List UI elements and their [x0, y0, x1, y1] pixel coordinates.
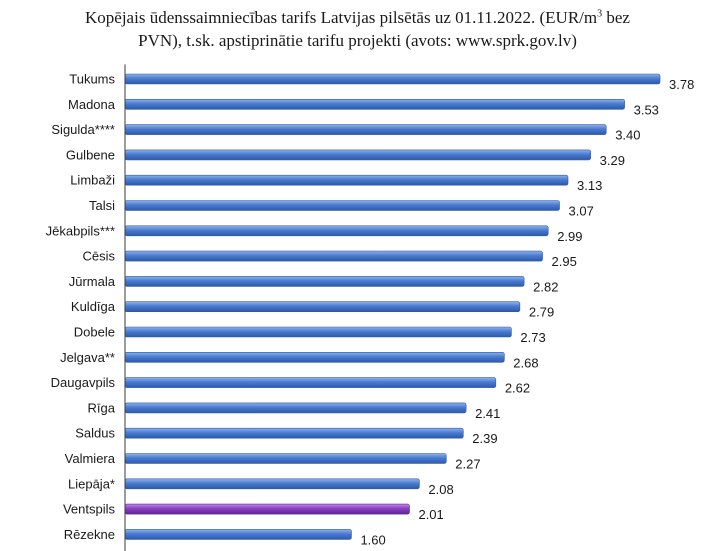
category-label-liep-ja: Liepāja* — [68, 476, 115, 491]
chart-title-line-2: PVN), t.sk. apstiprinātie tarifu projekt… — [138, 31, 577, 50]
category-label-saldus: Saldus — [75, 426, 115, 441]
value-label-saldus: 2.39 — [472, 431, 497, 446]
bar-ventspils — [124, 503, 410, 515]
value-label-ventspils: 2.01 — [418, 507, 443, 522]
value-label-r-zekne: 1.60 — [360, 532, 385, 547]
bar-r-ga — [124, 402, 467, 414]
bar-talsi — [124, 200, 560, 211]
category-label-r-ga: Rīga — [88, 400, 116, 415]
bar-valmiera — [124, 453, 447, 464]
value-label-dobele: 2.73 — [520, 330, 545, 345]
bar-c-sis — [124, 250, 543, 262]
chart-title-text-end: bez — [602, 8, 630, 27]
value-label-j-rmala: 2.82 — [533, 279, 558, 294]
bar-sigulda — [124, 124, 607, 135]
category-label-daugavpils: Daugavpils — [51, 375, 116, 390]
value-label-talsi: 3.07 — [569, 204, 594, 219]
category-label-jelgava: Jelgava** — [60, 350, 115, 365]
bar-madona — [124, 99, 625, 110]
bar-j-kabpils — [124, 225, 549, 237]
category-label-ventspils: Ventspils — [63, 502, 116, 517]
bar-daugavpils — [124, 377, 497, 388]
category-label-r-zekne: Rēzekne — [64, 527, 115, 542]
value-label-daugavpils: 2.62 — [505, 381, 530, 396]
category-label-tukums: Tukums — [69, 72, 115, 87]
bar-limba-i — [124, 174, 569, 186]
bar-liep-ja — [124, 478, 420, 490]
category-label-madona: Madona — [68, 97, 116, 112]
category-label-talsi: Talsi — [89, 198, 115, 213]
value-label-valmiera: 2.27 — [455, 457, 480, 472]
value-label-gulbene: 3.29 — [600, 153, 625, 168]
bar-j-rmala — [124, 276, 525, 287]
bar-tukums — [124, 73, 661, 85]
value-label-j-kabpils: 2.99 — [557, 229, 582, 244]
value-label-kuld-ga: 2.79 — [529, 305, 554, 320]
bar-saldus — [124, 427, 464, 439]
category-label-valmiera: Valmiera — [65, 451, 116, 466]
value-label-r-ga: 2.41 — [475, 406, 500, 421]
value-label-liep-ja: 2.08 — [428, 482, 453, 497]
category-label-j-rmala: Jūrmala — [69, 274, 116, 289]
category-label-j-kabpils: Jēkabpils*** — [46, 223, 115, 238]
bar-jelgava — [124, 351, 505, 363]
value-label-madona: 3.53 — [634, 102, 659, 117]
category-label-kuld-ga: Kuldīga — [71, 299, 116, 314]
category-label-dobele: Dobele — [74, 325, 115, 340]
bar-dobele — [124, 326, 512, 338]
chart-title: Kopējais ūdenssaimniecības tarifs Latvij… — [0, 6, 715, 52]
value-label-tukums: 3.78 — [669, 77, 694, 92]
value-label-jelgava: 2.68 — [513, 355, 538, 370]
bar-kuld-ga — [124, 301, 521, 313]
category-label-c-sis: Cēsis — [82, 249, 115, 264]
bars-group — [124, 73, 661, 540]
chart-title-superscript: 3 — [597, 8, 603, 20]
chart-title-text: Kopējais ūdenssaimniecības tarifs Latvij… — [85, 8, 598, 27]
bar-gulbene — [124, 149, 591, 161]
chart-title-line-1: Kopējais ūdenssaimniecības tarifs Latvij… — [0, 6, 715, 29]
value-label-sigulda: 3.40 — [615, 128, 640, 143]
labels-group: Tukums 3.78 Madona 3.53 Sigulda**** 3.40 Gulbe… — [46, 72, 695, 548]
category-label-limba-i: Limbaži — [70, 173, 115, 188]
category-label-sigulda: Sigulda**** — [51, 122, 115, 137]
category-label-gulbene: Gulbene — [66, 147, 115, 162]
value-label-limba-i: 3.13 — [577, 178, 602, 193]
bar-r-zekne — [124, 529, 352, 540]
value-label-c-sis: 2.95 — [552, 254, 577, 269]
